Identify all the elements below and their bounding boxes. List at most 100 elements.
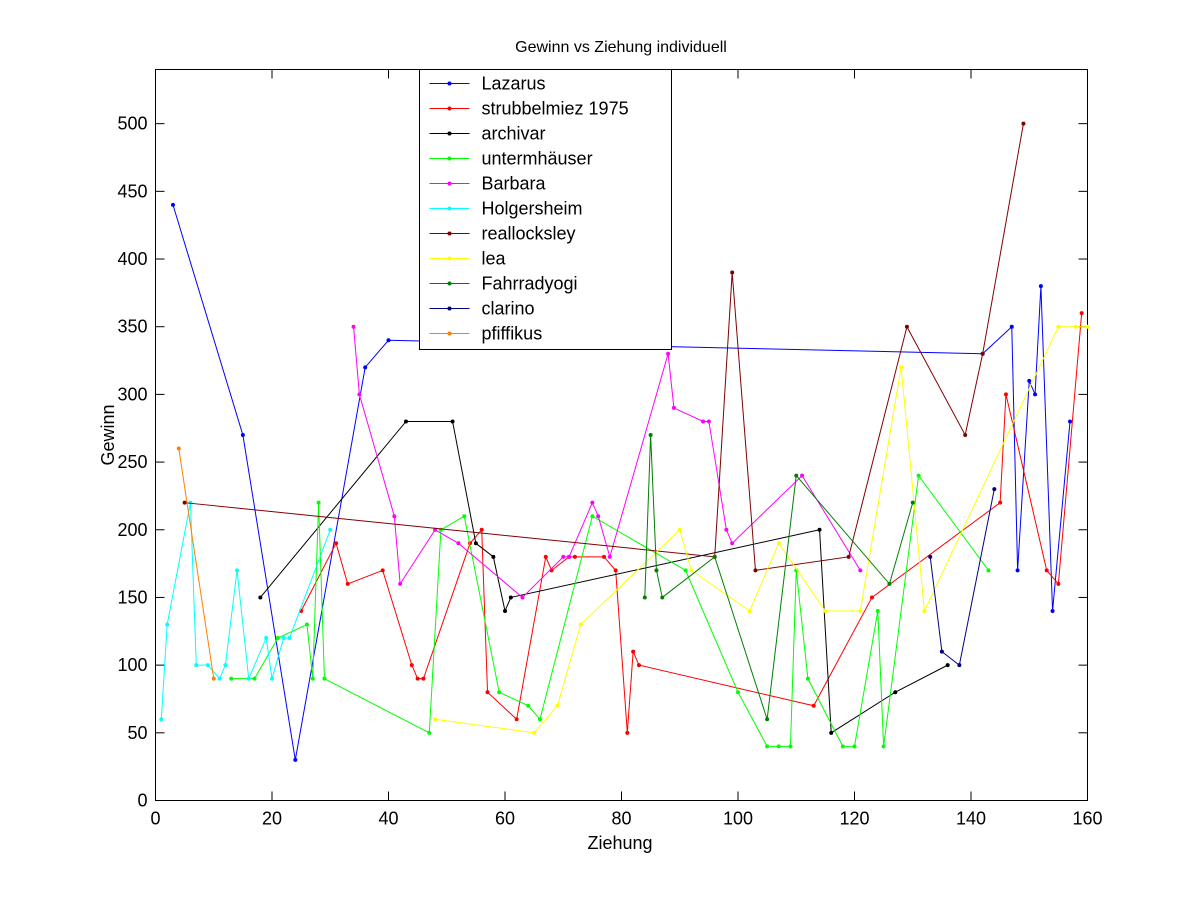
data-point — [363, 365, 368, 370]
data-point — [730, 541, 735, 546]
data-point — [776, 541, 781, 546]
data-point — [858, 608, 863, 613]
data-point — [520, 595, 525, 600]
data-point — [811, 703, 816, 708]
x-tick-label: 100 — [723, 809, 753, 829]
x-axis-label: Ziehung — [587, 833, 652, 853]
data-point — [514, 717, 519, 722]
x-tick-label: 20 — [262, 809, 282, 829]
data-point — [957, 663, 962, 668]
data-point — [532, 730, 537, 735]
y-tick-label: 200 — [117, 520, 147, 540]
legend-marker — [447, 331, 452, 336]
data-point — [194, 663, 199, 668]
x-tick-label: 60 — [495, 809, 515, 829]
legend-item: reallocksley — [429, 224, 576, 244]
series-barbara — [351, 324, 863, 600]
data-point — [1009, 324, 1014, 329]
data-point — [170, 202, 175, 207]
data-point — [421, 676, 426, 681]
legend-label: Fahrradyogi — [482, 274, 578, 294]
data-point — [648, 433, 653, 437]
data-point — [922, 608, 927, 613]
data-point — [1038, 284, 1043, 289]
y-tick-label: 450 — [117, 181, 147, 201]
legend-marker — [447, 256, 452, 261]
data-point — [240, 433, 245, 437]
data-point — [852, 744, 857, 749]
legend-item: Fahrradyogi — [429, 274, 578, 294]
data-point — [1073, 324, 1078, 329]
data-point — [223, 663, 228, 668]
data-point — [788, 744, 793, 749]
x-tick-label: 80 — [611, 809, 631, 829]
data-point — [875, 608, 880, 613]
series-archivar — [258, 419, 950, 735]
data-point — [211, 676, 216, 681]
data-point — [433, 717, 438, 722]
data-point — [217, 676, 222, 681]
data-point — [660, 595, 665, 600]
data-point — [159, 717, 164, 722]
y-tick-label: 500 — [117, 114, 147, 134]
data-point — [939, 649, 944, 654]
data-point — [1044, 568, 1049, 573]
data-point — [316, 500, 321, 505]
data-point — [904, 324, 909, 329]
data-point — [899, 365, 904, 370]
data-point — [636, 663, 641, 668]
y-tick-label: 300 — [117, 384, 147, 404]
data-point — [712, 554, 717, 559]
data-point — [310, 676, 315, 681]
data-point — [427, 730, 432, 735]
data-point — [537, 717, 542, 722]
data-point — [817, 527, 822, 532]
data-point — [328, 527, 333, 532]
data-point — [252, 676, 257, 681]
series-lazarus — [170, 202, 1073, 762]
data-point — [235, 568, 240, 573]
series-line — [435, 326, 1088, 734]
data-point — [666, 351, 671, 356]
data-point — [1021, 121, 1026, 126]
data-point — [986, 568, 991, 573]
legend-marker — [447, 106, 452, 111]
legend-marker — [447, 181, 452, 186]
legend-marker — [447, 306, 452, 311]
data-point — [165, 622, 170, 627]
series-clarino — [928, 487, 997, 668]
data-point — [351, 324, 356, 329]
legend-marker — [447, 131, 452, 136]
data-point — [497, 690, 502, 695]
legend-label: Holgersheim — [482, 199, 583, 219]
y-axis-label: Gewinn — [98, 404, 118, 465]
data-point — [281, 636, 286, 641]
y-tick-label: 100 — [117, 655, 147, 675]
data-point — [590, 514, 595, 519]
series-line — [300, 313, 1083, 733]
series-line — [353, 326, 861, 599]
data-point — [887, 581, 892, 586]
series-lines — [159, 121, 1090, 762]
data-point — [543, 554, 548, 559]
data-point — [229, 676, 234, 681]
data-point — [642, 595, 647, 600]
series-line — [160, 502, 331, 720]
x-tick-label: 160 — [1072, 809, 1102, 829]
data-point — [869, 595, 874, 600]
legend-item: archivar — [429, 124, 546, 144]
data-point — [823, 608, 828, 613]
legend-marker — [447, 156, 452, 161]
legend-marker — [447, 231, 452, 236]
data-point — [293, 757, 298, 762]
legend-label: untermhäuser — [482, 149, 593, 169]
legend-item: clarino — [429, 299, 535, 319]
data-point — [1003, 392, 1008, 397]
data-point — [1027, 378, 1032, 383]
data-point — [392, 514, 397, 519]
data-point — [578, 622, 583, 627]
data-point — [998, 500, 1003, 505]
x-tick-label: 0 — [150, 809, 160, 829]
data-point — [479, 527, 484, 532]
data-point — [631, 649, 636, 654]
